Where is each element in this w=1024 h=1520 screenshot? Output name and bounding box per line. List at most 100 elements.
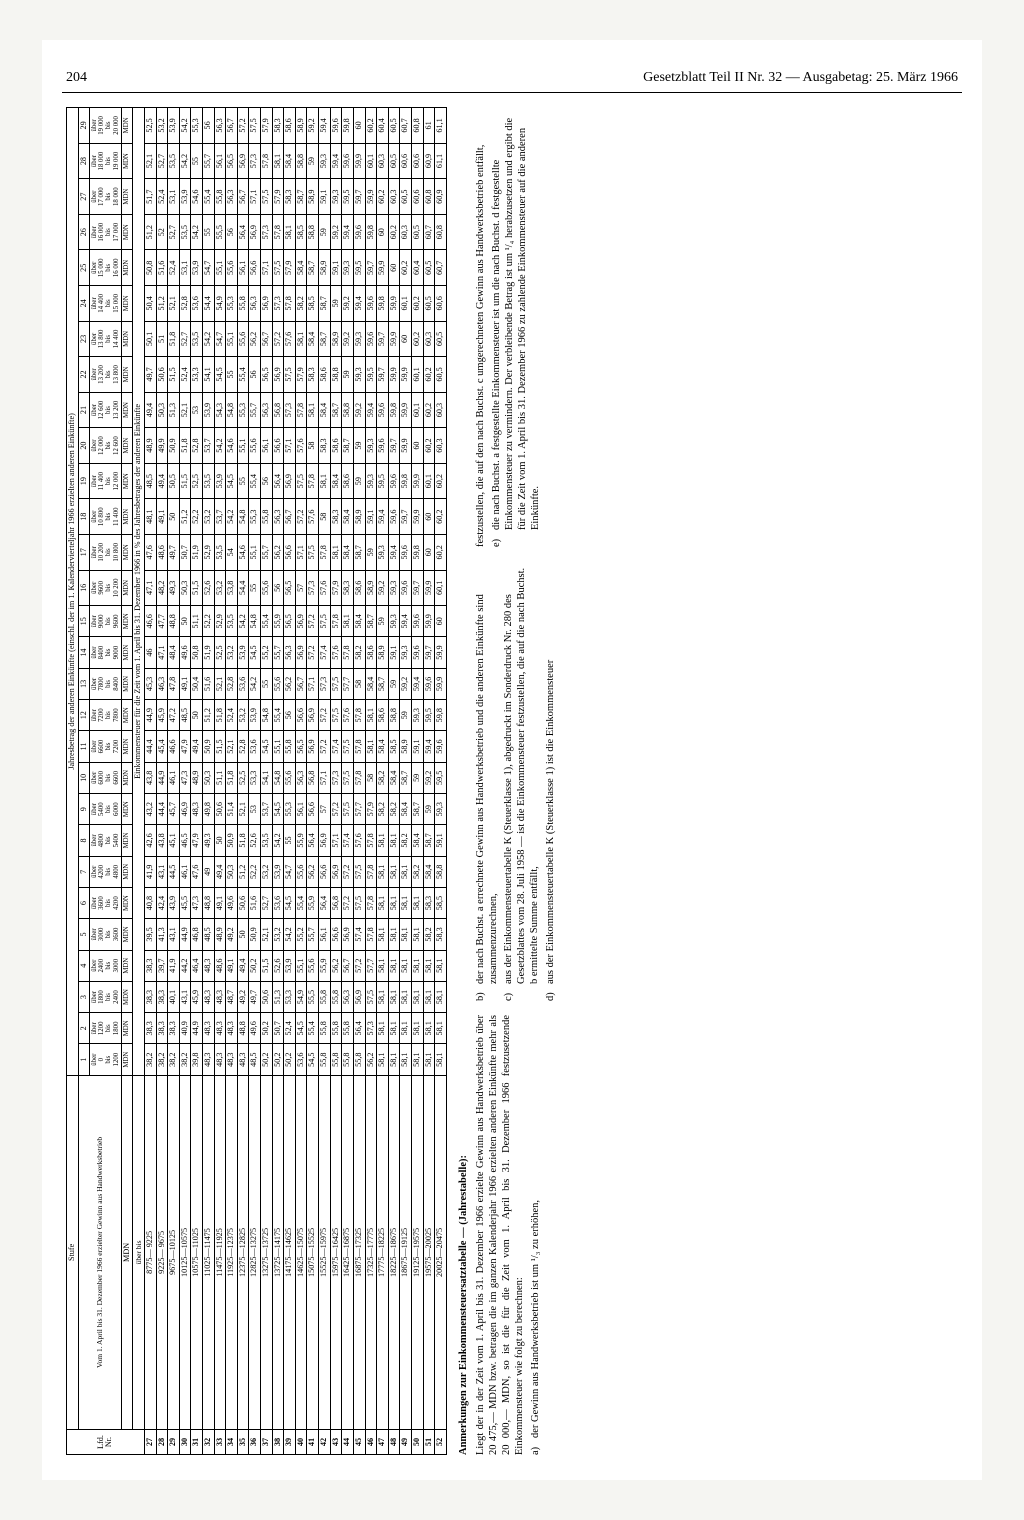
value-cell: 57,9 [284, 250, 296, 286]
row-range: 13275—13725 [261, 1075, 273, 1429]
value-cell: 59,8 [365, 214, 377, 250]
value-cell: 58,1 [365, 731, 377, 762]
table-row: 5019125—1957558,158,158,158,158,158,158,… [411, 108, 423, 1455]
value-cell: 57,8 [330, 606, 342, 637]
value-cell: 57,1 [330, 825, 342, 856]
row-number: 41 [307, 1430, 319, 1455]
value-cell: 49,1 [179, 668, 191, 699]
value-cell: 57,6 [319, 570, 331, 606]
value-cell: 59,8 [342, 108, 354, 144]
value-cell: 46,3 [156, 668, 168, 699]
value-cell: 47,1 [156, 637, 168, 668]
value-cell: 58,6 [319, 357, 331, 393]
value-cell: 58,1 [423, 950, 435, 981]
mdn-unit: MDN [121, 286, 133, 322]
value-cell: 51,2 [202, 700, 214, 731]
value-cell: 50,2 [261, 1013, 273, 1044]
value-cell: 59 [423, 793, 435, 824]
row-range: 16425—16875 [342, 1075, 354, 1429]
value-cell: 59 [365, 534, 377, 570]
header-title: Gesetzblatt Teil II Nr. 32 — Ausgabetag:… [643, 70, 958, 86]
value-cell: 54,2 [249, 668, 261, 699]
value-cell: 59 [330, 286, 342, 322]
value-cell: 51,1 [214, 762, 226, 793]
col-range: über16 000bis17 000 [90, 214, 122, 250]
value-cell: 43,8 [156, 825, 168, 856]
row-number: 34 [226, 1430, 238, 1455]
value-cell: 55,4 [295, 887, 307, 918]
value-cell: 59,8 [377, 286, 389, 322]
mdn-unit: MDN [121, 856, 133, 887]
value-cell: 57,8 [353, 731, 365, 762]
row-number: 40 [295, 1430, 307, 1455]
value-cell: 58,1 [342, 606, 354, 637]
jahresbetrag-header: Jahresbetrag der anderen Einkünfte (eins… [67, 108, 79, 1076]
value-cell: 51,4 [226, 793, 238, 824]
value-cell: 58,2 [423, 919, 435, 950]
value-cell: 55,7 [272, 637, 284, 668]
value-cell: 50,4 [144, 286, 156, 322]
mdn-unit: MDN [121, 919, 133, 950]
value-cell: 58,4 [400, 793, 412, 824]
table-row: 5119575—2002558,158,158,158,158,258,358,… [423, 108, 435, 1455]
value-cell: 56,1 [237, 250, 249, 286]
row-range: 11925—12375 [226, 1075, 238, 1429]
value-cell: 48,3 [237, 1044, 249, 1075]
value-cell: 39,5 [144, 919, 156, 950]
value-cell: 60,1 [365, 143, 377, 179]
value-cell: 56,5 [295, 731, 307, 762]
value-cell: 48,8 [202, 887, 214, 918]
table-row: 4416425—1687555,855,856,356,756,957,257,… [342, 108, 354, 1455]
table-row: 4818225—1867558,158,158,158,158,158,158,… [388, 108, 400, 1455]
value-cell: 44,9 [191, 1013, 203, 1044]
col-num: 25 [78, 250, 90, 286]
value-cell: 51,6 [249, 887, 261, 918]
value-cell: 61,1 [435, 143, 447, 179]
value-cell: 58,1 [400, 950, 412, 981]
value-cell: 56,9 [295, 606, 307, 637]
value-cell: 55,6 [261, 570, 273, 606]
value-cell: 50,6 [214, 793, 226, 824]
value-cell: 60,8 [411, 108, 423, 144]
value-cell: 56,7 [261, 321, 273, 357]
mdn-unit: MDN [121, 700, 133, 731]
value-cell: 59,6 [377, 392, 389, 428]
value-cell: 48,3 [202, 1013, 214, 1044]
value-cell: 52,8 [191, 428, 203, 464]
value-cell: 57,9 [330, 570, 342, 606]
value-cell: 50,2 [261, 1044, 273, 1075]
value-cell: 59,9 [400, 392, 412, 428]
value-cell: 49,4 [237, 950, 249, 981]
value-cell: 57,9 [365, 793, 377, 824]
annotation-cont: festzustellen, die auf den nach Buchst. … [474, 107, 487, 547]
value-cell: 48,3 [214, 1013, 226, 1044]
mdn-unit: MDN [121, 499, 133, 535]
value-cell: 50,8 [191, 637, 203, 668]
value-cell: 53,1 [179, 250, 191, 286]
value-cell: 48,7 [226, 981, 238, 1012]
value-cell: 57,8 [365, 825, 377, 856]
value-cell: 58,9 [377, 637, 389, 668]
value-cell: 49,4 [144, 392, 156, 428]
value-cell: 56,1 [319, 919, 331, 950]
value-cell: 58,3 [435, 919, 447, 950]
col-range: über14 400bis15 000 [90, 286, 122, 322]
value-cell: 57,8 [261, 143, 273, 179]
value-cell: 60,3 [435, 392, 447, 428]
table-row: 4315975—1642555,855,855,856,256,656,856,… [330, 108, 342, 1455]
col-num: 22 [78, 357, 90, 393]
mdn-unit: MDN [121, 108, 133, 144]
value-cell: 59,9 [400, 428, 412, 464]
value-cell: 60,5 [435, 357, 447, 393]
value-cell: 56,3 [295, 762, 307, 793]
value-cell: 58,1 [411, 1013, 423, 1044]
value-cell: 59,1 [365, 499, 377, 535]
value-cell: 55,6 [237, 321, 249, 357]
value-cell: 48,2 [156, 570, 168, 606]
value-cell: 44,2 [179, 950, 191, 981]
value-cell: 60,2 [435, 499, 447, 535]
value-cell: 50,5 [168, 463, 180, 499]
table-row: 4516875—1732555,856,456,957,257,457,557,… [353, 108, 365, 1455]
value-cell: 52,9 [214, 606, 226, 637]
value-cell: 51,8 [237, 825, 249, 856]
